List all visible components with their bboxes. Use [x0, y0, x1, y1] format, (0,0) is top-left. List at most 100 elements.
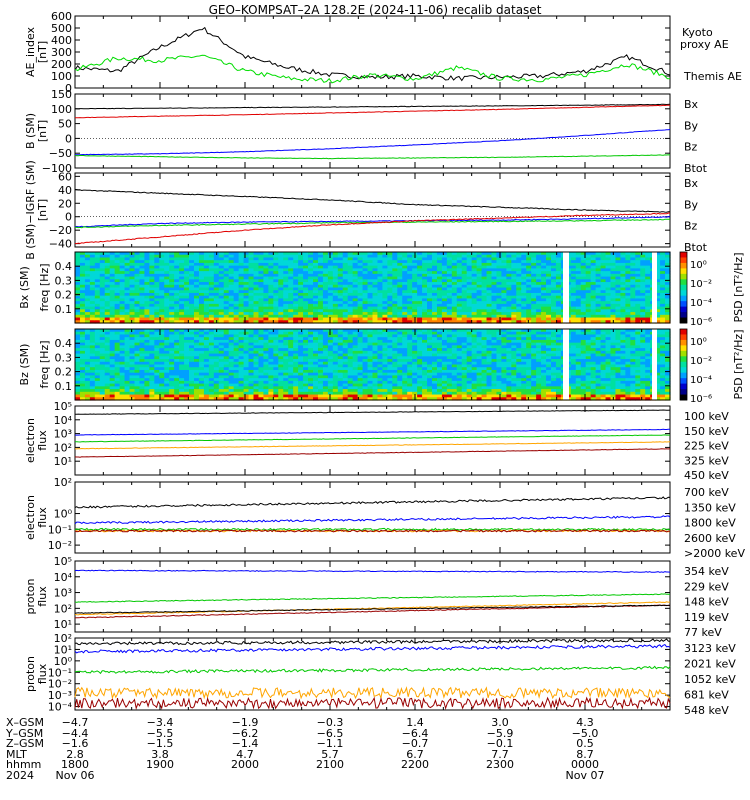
panel-p_flux_low-frame: [74, 560, 671, 633]
panel-b_sm-legend-item: Btot: [684, 162, 708, 175]
panel-e_flux_high-ytick: 10⁻¹: [48, 523, 72, 536]
panel-p_flux_high-ytick: 10¹: [54, 643, 72, 656]
panel-p_flux_high-series-3123keV: [74, 696, 671, 711]
panel-b_sm-ytick: 50: [58, 118, 72, 131]
ephemeris-value: −6.2: [231, 726, 259, 740]
panel-bx_spec-ytick: 0.4: [55, 260, 73, 273]
panel-e_flux_low-series-150keV: [75, 428, 670, 436]
panel-b_sm-legend-item: By: [684, 119, 699, 132]
ephemeris-value: 3.8: [151, 747, 169, 761]
panel-bz_spec-colorbar-tick: 10⁰: [690, 337, 707, 348]
panel-p_flux_low-series-77keV: [74, 604, 671, 614]
panel-bx_spec-colorbar-label: PSD [nT²/Hz]: [732, 252, 745, 322]
panel-e_flux_low-legend-item: 225 keV: [684, 440, 729, 453]
panel-p_flux_high-ylabel: proton flux: [24, 656, 49, 692]
panel-p_flux_low-ylabel: proton flux: [24, 578, 49, 614]
panel-b_diff-ylabel: B (SM)−IGRF (SM) [nT]: [24, 160, 49, 260]
panel-b_sm-legend-item: Bz: [684, 141, 698, 154]
panel-b_sm-series-Bx: [75, 129, 671, 156]
panel-p_flux_low-ytick: 10⁵: [54, 555, 72, 568]
ephemeris-value: 4.7: [236, 747, 254, 761]
ephemeris-value: 7.7: [491, 747, 509, 761]
ephemeris-value: 2300: [486, 758, 514, 772]
panel-e_flux_high-ylabel-main: electron: [24, 495, 37, 540]
panel-e_flux_high-series-2000keV: [74, 529, 671, 533]
panel-b_sm-ytick: −50: [49, 147, 72, 160]
panel-bz_spec-ytick: 0.3: [55, 351, 73, 364]
panel-e_flux_low-ytick: 10¹: [54, 455, 72, 468]
panel-e_flux_low-legend-item: 450 keV: [684, 469, 729, 482]
panel-bz_spec-frame: [74, 328, 671, 401]
panel-p_flux_high-legend-item: 681 keV: [684, 689, 729, 702]
panel-b_diff-series-Bz: [74, 212, 671, 245]
panel-b_diff-legend-item: Btot: [684, 241, 708, 254]
panel-p_flux_low-legend-item: 229 keV: [684, 580, 729, 593]
panel-e_flux_high-legend-item: 700 keV: [684, 486, 729, 499]
panel-p_flux_high-legend-item: 2021 keV: [684, 658, 736, 671]
panel-ae-ytick: 0: [65, 82, 72, 95]
panel-b_diff-ytick: 0: [65, 211, 72, 224]
panel-p_flux_high-series-1052keV: [74, 665, 671, 675]
panel-bx_spec-ytick: 0.1: [55, 303, 73, 316]
ephemeris-value: −3.4: [146, 716, 174, 729]
panel-bz_spec-colorbar-tick: 10⁻⁶: [690, 394, 712, 405]
ephemeris-value: 5.7: [321, 747, 339, 761]
panel-ae-series-ThemisAE: [74, 26, 671, 82]
panel-e_flux_low-series-325keV: [75, 441, 671, 450]
panel-b_diff-legend-item: Bz: [684, 220, 698, 233]
panel-b_diff-ylabel-unit: [nT]: [36, 199, 49, 221]
ephemeris-value: 0000: [571, 758, 599, 772]
panel-b_sm-ylabel-main: B (SM): [24, 113, 37, 149]
panel-p_flux_high-legend-item: 1052 keV: [684, 673, 736, 686]
panel-e_flux_low-legend-item: 100 keV: [684, 410, 729, 423]
panel-p_flux_low-series-354keV: [74, 604, 671, 619]
panel-p_flux_low-ytick: 10⁴: [54, 571, 73, 584]
panel-bx_spec-ytick: 0.2: [55, 289, 73, 302]
panel-p_flux_low-series-148keV: [74, 593, 671, 603]
ephemeris-value: −1.9: [231, 716, 259, 729]
panel-p_flux_low-legend-item: 119 keV: [684, 611, 729, 624]
panel-b_diff-series-Bx: [74, 216, 671, 228]
panel-bx_spec-gap-2: [652, 252, 657, 323]
panel-bz_spec-colorbar-tick: 10⁻²: [690, 356, 712, 367]
ephemeris-value: 8.7: [576, 747, 594, 761]
panel-e_flux_high-series-1350keV: [74, 515, 671, 525]
ephemeris-value: 2100: [316, 758, 344, 772]
ephemeris-value: 3.0: [491, 716, 509, 729]
panel-p_flux_high-ytick: 10⁻³: [48, 689, 72, 702]
panel-ae-ylabel-main: AE_index: [24, 26, 37, 77]
panel-b_diff-ylabel-main: B (SM)−IGRF (SM): [24, 160, 37, 260]
panel-bx_spec-ytick: 0.3: [55, 274, 73, 287]
panel-e_flux_low-ylabel-unit: flux: [36, 430, 49, 451]
panel-bz_spec-gap-1: [563, 329, 569, 400]
panel-bz_spec-ytick: 0.1: [55, 380, 73, 393]
panel-p_flux_high-legend-item: 3123 keV: [684, 642, 736, 655]
panel-b_diff-ytick: −40: [49, 238, 72, 251]
panel-b_diff-ytick: 20: [58, 197, 72, 210]
panel-p_flux_low-series-119keV: [74, 569, 671, 573]
panel-b_sm-frame: [74, 93, 671, 169]
ephemeris-value: −5.9: [486, 726, 514, 740]
panel-ae-ytick: 600: [51, 10, 72, 23]
panel-ae-ytick: 200: [51, 58, 72, 71]
panel-ae-legend-kyoto: Kyoto: [682, 26, 713, 39]
panel-p_flux_high-legend-item: 548 keV: [684, 704, 729, 717]
panel-p_flux_high-ytick: 10⁰: [54, 655, 73, 668]
panel-p_flux_low-ytick: 10¹: [54, 618, 72, 631]
panel-e_flux_high-ytick: 10⁻²: [48, 539, 72, 552]
panel-e_flux_high-ylabel-unit: flux: [36, 507, 49, 528]
panel-bz_spec-ylabel-freq: freq [Hz]: [38, 340, 51, 388]
panel-ae-ytick: 100: [51, 70, 72, 83]
panel-e_flux_low-ytick: 10³: [54, 428, 72, 441]
panel-b_diff-ytick: 40: [58, 184, 72, 197]
panel-e_flux_high-legend-item: 2600 keV: [684, 532, 736, 545]
panel-b_sm-ytick: 150: [51, 88, 72, 101]
ephemeris-value: Nov 07: [565, 769, 605, 782]
chart-title: GEO–KOMPSAT–2A 128.2E (2024‑11‑06) recal…: [209, 3, 542, 17]
panel-b_sm-ylabel-unit: [nT]: [36, 120, 49, 142]
ephemeris-value: 1900: [146, 758, 174, 772]
panel-ae-series-KyotoproxyAE: [74, 54, 671, 84]
panel-bx_spec-colorbar-tick: 10⁻²: [690, 279, 712, 290]
panel-ae-ylabel-unit: [nT]: [36, 41, 49, 63]
ephemeris-value: 6.7: [406, 747, 424, 761]
